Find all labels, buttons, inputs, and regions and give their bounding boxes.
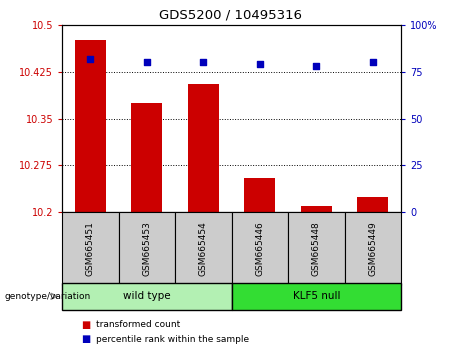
Bar — [75, 40, 106, 212]
Text: GSM665454: GSM665454 — [199, 221, 208, 276]
Text: GSM665453: GSM665453 — [142, 221, 152, 276]
Bar — [62, 283, 231, 310]
Text: GSM665449: GSM665449 — [368, 221, 378, 276]
Bar — [188, 84, 219, 212]
Bar — [244, 178, 275, 212]
Bar — [62, 212, 118, 285]
Text: wild type: wild type — [123, 291, 171, 302]
Point — [87, 56, 94, 61]
Bar — [118, 212, 175, 285]
Text: percentile rank within the sample: percentile rank within the sample — [96, 335, 249, 344]
Bar — [175, 212, 231, 285]
Text: ■: ■ — [81, 320, 90, 330]
Bar — [131, 103, 162, 212]
Bar — [301, 206, 332, 212]
Text: GDS5200 / 10495316: GDS5200 / 10495316 — [159, 9, 302, 22]
Text: GSM665451: GSM665451 — [86, 221, 95, 276]
Bar — [288, 212, 344, 285]
Point — [143, 59, 151, 65]
Text: GSM665448: GSM665448 — [312, 221, 321, 276]
Text: transformed count: transformed count — [96, 320, 180, 330]
Bar — [344, 212, 401, 285]
Bar — [357, 197, 388, 212]
Point — [256, 61, 264, 67]
Bar — [231, 283, 401, 310]
Text: KLF5 null: KLF5 null — [293, 291, 340, 302]
Bar — [231, 212, 288, 285]
Text: GSM665446: GSM665446 — [255, 221, 265, 276]
Point — [369, 59, 377, 65]
Point — [200, 59, 207, 65]
Text: genotype/variation: genotype/variation — [5, 292, 91, 301]
Point — [313, 63, 320, 69]
Text: ■: ■ — [81, 334, 90, 344]
